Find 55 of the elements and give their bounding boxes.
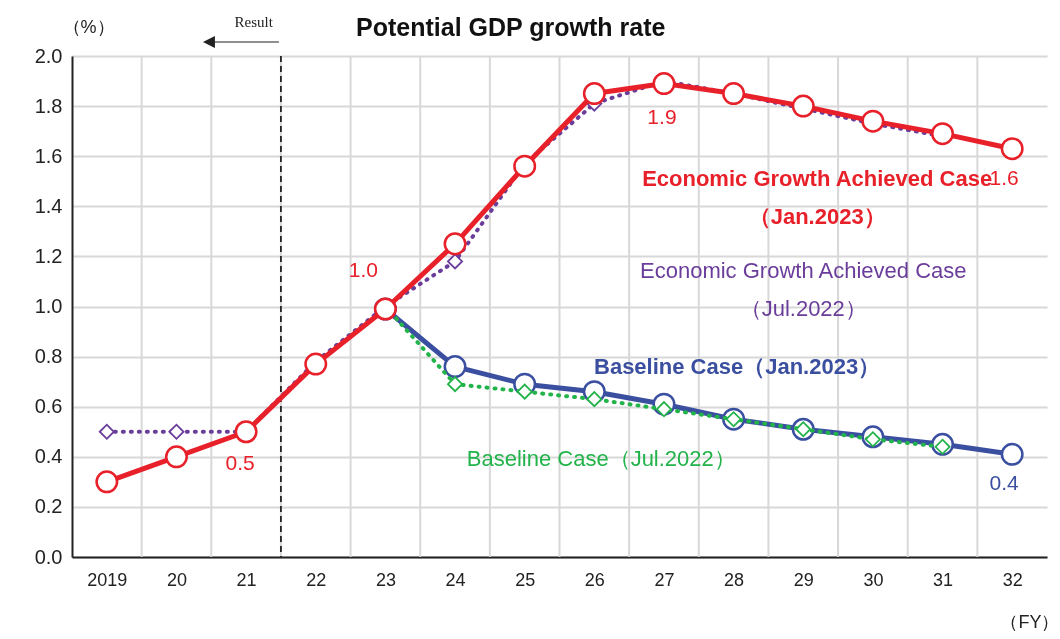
x-tick-label: 28 — [724, 569, 745, 590]
x-tick-label: 30 — [863, 569, 884, 590]
point — [98, 423, 115, 440]
x-tick-label: 21 — [236, 569, 257, 590]
point — [304, 352, 328, 376]
point — [722, 82, 746, 106]
point — [443, 232, 467, 256]
x-tick-label: 26 — [584, 569, 605, 590]
point — [791, 94, 815, 118]
y-tick-label: 0.8 — [34, 345, 63, 368]
point — [164, 445, 188, 469]
point — [861, 109, 885, 133]
chart-title: Potential GDP growth rate — [356, 13, 666, 41]
y-tick-label: 1.2 — [34, 244, 63, 267]
point — [931, 122, 955, 146]
y-tick-label: 2.0 — [34, 44, 63, 67]
point — [1000, 442, 1024, 466]
series-label: Economic Growth Achieved Case （Jan.2023） — [642, 165, 993, 229]
point — [447, 253, 464, 270]
point — [443, 355, 467, 379]
point — [95, 470, 119, 494]
y-tick-label: 0.2 — [34, 495, 63, 518]
x-axis-title: （FY） — [1000, 611, 1060, 632]
data-label: 1.0 — [348, 258, 378, 282]
x-tick-label: 23 — [375, 569, 396, 590]
x-tick-label: 22 — [306, 569, 327, 590]
point — [652, 72, 676, 96]
x-tick-label: 27 — [654, 569, 675, 590]
y-tick-label: 0.0 — [34, 545, 63, 568]
x-tick-label: 32 — [1002, 569, 1023, 590]
point — [513, 154, 537, 178]
data-label: 1.9 — [647, 104, 677, 128]
point — [582, 82, 606, 106]
point — [1000, 137, 1024, 161]
y-tick-label: 0.4 — [34, 445, 63, 468]
x-tick-label: 25 — [515, 569, 536, 590]
x-tick-label: 24 — [445, 569, 466, 590]
x-tick-label: 29 — [793, 569, 814, 590]
text: Economic Growth Achieved Case （Jul.2022） — [640, 258, 967, 322]
y-tick-label: 1.8 — [34, 94, 63, 117]
series-label: Baseline Case（Jul.2022） — [466, 446, 736, 472]
data-label: 0.5 — [225, 450, 255, 474]
y-tick-label: 1.4 — [34, 194, 63, 217]
x-tick-label: 2019 — [87, 569, 128, 590]
y-tick-label: 1.0 — [34, 295, 63, 317]
point — [447, 376, 464, 393]
ref-line-label: Result — [234, 14, 274, 30]
y-axis-title: （%） — [62, 16, 115, 37]
y-tick-label: 1.6 — [34, 144, 63, 167]
x-tick-label: 20 — [166, 569, 187, 590]
point — [168, 423, 185, 440]
x-tick-label: 31 — [933, 569, 954, 590]
series-label: Baseline Case（Jan.2023） — [594, 353, 881, 379]
y-tick-label: 0.6 — [34, 395, 63, 418]
data-label: 0.4 — [989, 471, 1020, 495]
